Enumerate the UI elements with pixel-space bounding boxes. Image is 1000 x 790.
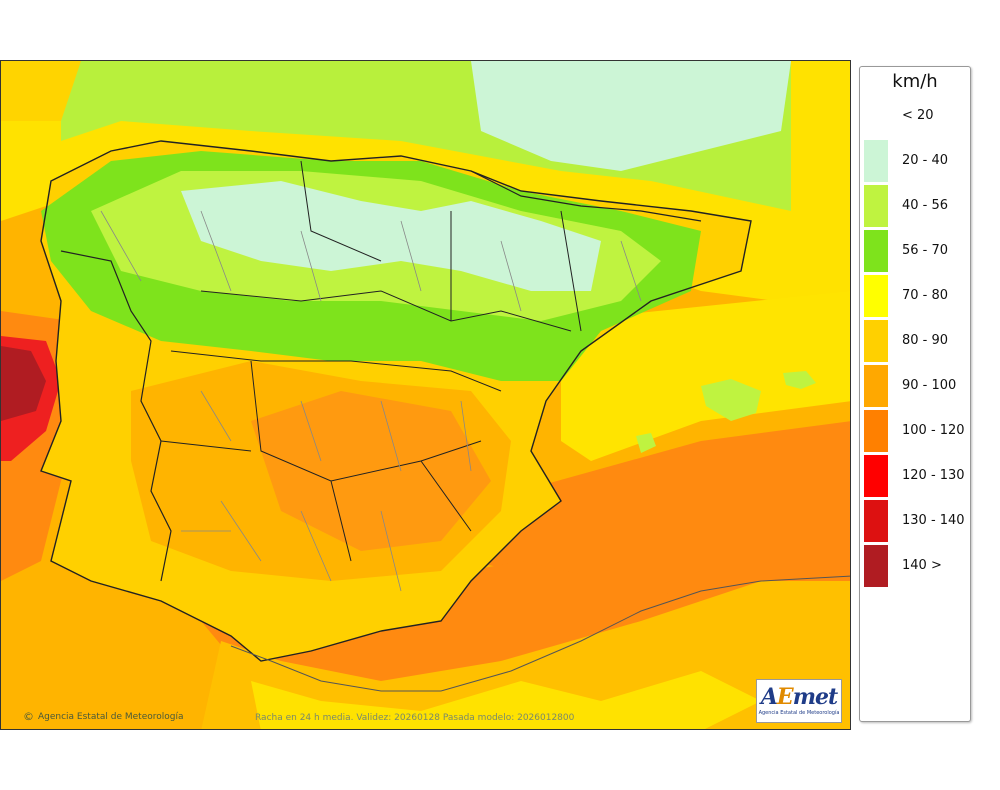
legend-label: 100 - 120 [902, 423, 965, 438]
legend-label: 80 - 90 [902, 333, 949, 348]
province-lines [100, 210, 642, 592]
legend-item: 100 - 120 [864, 410, 968, 452]
map-canvas [1, 61, 850, 729]
france-border [470, 170, 702, 222]
sea-med-orange [471, 421, 850, 621]
legend-swatch [864, 455, 888, 497]
legend-item: < 20 [864, 95, 968, 137]
portugal-border [60, 250, 172, 582]
legend-swatch [864, 545, 888, 587]
legend-item: 140 > [864, 545, 968, 587]
legend-swatch [864, 275, 888, 317]
africa-coast [230, 575, 850, 692]
iberia-north-calm [181, 181, 601, 291]
legend-label: 90 - 100 [902, 378, 957, 393]
legend-swatch [864, 140, 888, 182]
copyright-icon: © [23, 710, 34, 723]
legend-swatch [864, 230, 888, 272]
legend-panel: km/h < 20 20 - 40 40 - 56 56 - 70 70 - 80 80 … [859, 66, 971, 722]
logo-subtitle: Agencia Estatal de Meteorología [758, 710, 840, 716]
legend-label: 120 - 130 [902, 468, 965, 483]
sea-west-dark [1, 346, 46, 421]
legend-swatch [864, 185, 888, 227]
legend-item: 120 - 130 [864, 455, 968, 497]
legend-swatch [864, 365, 888, 407]
legend-swatch [864, 410, 888, 452]
legend-item: 56 - 70 [864, 230, 968, 272]
sea-north-calm [471, 61, 791, 171]
region-lines [160, 160, 582, 562]
credit-text: Agencia Estatal de Meteorología [38, 711, 184, 722]
legend-item: 40 - 56 [864, 185, 968, 227]
legend-item: 80 - 90 [864, 320, 968, 362]
island-menorca [783, 371, 816, 389]
credit-line: © Agencia Estatal de Meteorología [23, 710, 184, 723]
legend-label: 140 > [902, 558, 942, 573]
legend-unit: km/h [892, 71, 938, 92]
legend-item: 70 - 80 [864, 275, 968, 317]
island-ibiza [636, 433, 656, 453]
wind-gust-map[interactable]: © Agencia Estatal de Meteorología Racha … [0, 60, 851, 730]
legend-item: 90 - 100 [864, 365, 968, 407]
legend-label: 56 - 70 [902, 243, 949, 258]
logo-mark: AEmet [760, 684, 838, 710]
island-mallorca [701, 379, 761, 421]
legend-label: < 20 [902, 108, 934, 123]
legend-swatch [864, 320, 888, 362]
aemet-logo: AEmet Agencia Estatal de Meteorología [756, 679, 842, 723]
legend-item: 130 - 140 [864, 500, 968, 542]
legend-label: 20 - 40 [902, 153, 949, 168]
legend-swatch [864, 500, 888, 542]
sea-med-yellow [561, 291, 850, 461]
coastline [40, 140, 752, 662]
legend-label: 40 - 56 [902, 198, 949, 213]
legend-label: 130 - 140 [902, 513, 965, 528]
legend-label: 70 - 80 [902, 288, 949, 303]
legend-item: 20 - 40 [864, 140, 968, 182]
map-caption: Racha en 24 h media. Validez: 20260128 P… [255, 713, 575, 723]
sea-northwest [1, 61, 81, 121]
africa-green [251, 671, 761, 729]
legend-swatch [864, 95, 888, 137]
